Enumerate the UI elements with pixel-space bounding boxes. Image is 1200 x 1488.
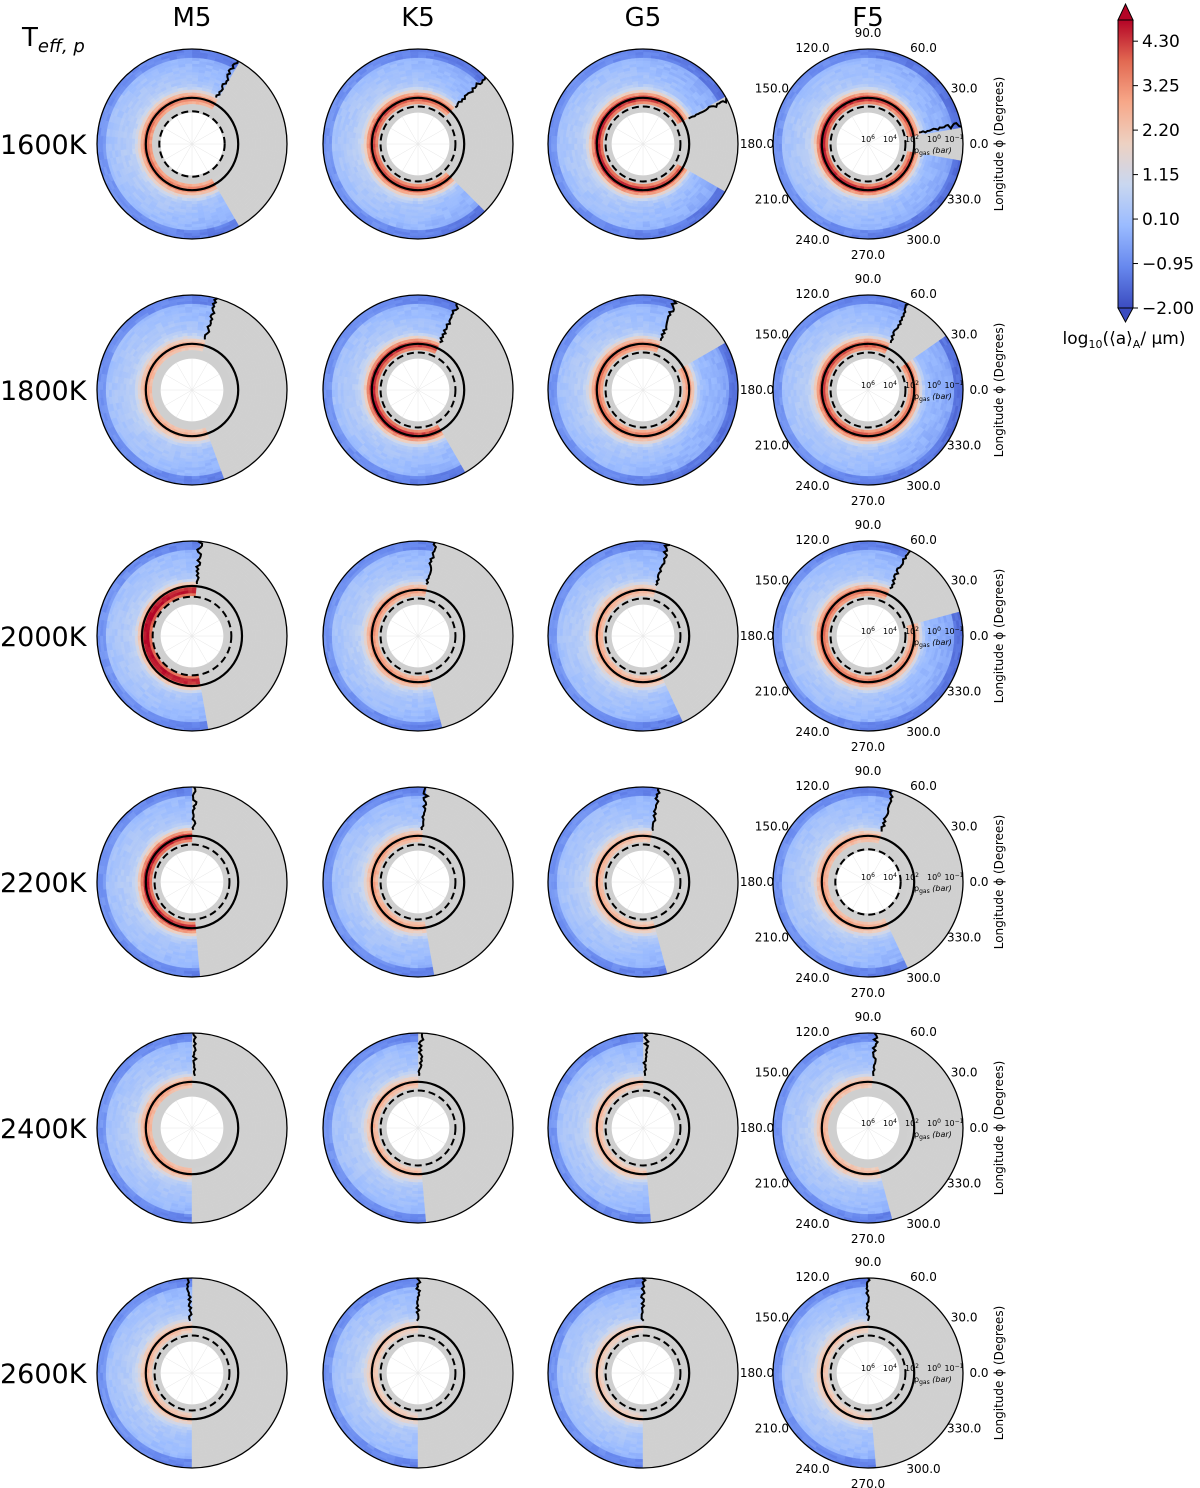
contour-cell — [192, 90, 197, 93]
contour-cell — [187, 87, 192, 90]
contour-cell — [117, 137, 120, 144]
contour-cell — [252, 138, 255, 144]
contour-cell — [123, 144, 126, 150]
contour-cell — [185, 69, 192, 72]
contour-cell — [186, 75, 192, 78]
contour-cell — [186, 72, 192, 75]
contour-cell — [249, 139, 252, 144]
contour-cell — [109, 137, 112, 144]
contour-cell — [103, 144, 106, 152]
contour-cell — [114, 144, 117, 151]
column-label: K5 — [401, 3, 435, 33]
contour-cell — [258, 138, 261, 144]
contour-cell — [192, 55, 200, 58]
row-label: 2200K — [0, 868, 88, 899]
contour-cell — [117, 144, 120, 151]
contour-cell — [114, 137, 117, 144]
contour-cell — [232, 140, 235, 144]
row-headers: Teff, p 1600K 1800K 2000K 2200K 2400K 2600K — [0, 23, 88, 1390]
polar-contour-figure: M5 K5 G5 F5 Teff, p1600K1800K2000K2200K2400… — [0, 0, 1200, 1488]
contour-cell — [100, 136, 103, 144]
row-axis-label: Teff, p — [21, 23, 85, 57]
contour-cell — [103, 136, 106, 144]
contour-cell — [184, 58, 192, 61]
contour-cell — [264, 137, 267, 144]
contour-cell — [111, 144, 114, 151]
panel-grid: 0.030.060.090.0120.0150.0180.0210.0240.0… — [97, 26, 1006, 1488]
column-label: M5 — [173, 3, 212, 33]
contour-cell — [187, 84, 192, 87]
contour-cell — [192, 101, 196, 104]
contour-cell — [109, 144, 112, 151]
contour-cell — [192, 52, 200, 55]
contour-cell — [185, 61, 192, 64]
contour-cell — [184, 52, 192, 55]
contour-cell — [261, 138, 264, 144]
contour-cell — [192, 87, 197, 90]
column-headers: M5 K5 G5 F5 — [173, 3, 884, 33]
contour-cell — [192, 78, 198, 81]
contour-cell — [140, 140, 143, 144]
contour-cell — [186, 81, 192, 84]
contour-cell — [269, 137, 272, 144]
row-label: 1800K — [0, 376, 88, 407]
contour-cell — [138, 139, 141, 144]
contour-cell — [120, 144, 123, 150]
row-label: 2400K — [0, 1114, 88, 1145]
contour-cell — [184, 55, 192, 58]
contour-cell — [278, 136, 281, 144]
contour-cell — [188, 101, 192, 104]
column-label: G5 — [625, 3, 662, 33]
contour-cell — [138, 144, 141, 149]
contour-cell — [140, 144, 143, 148]
contour-cell — [100, 144, 103, 152]
contour-cell — [129, 138, 132, 144]
contour-cell — [192, 69, 199, 72]
contour-cell — [255, 138, 258, 144]
contour-cell — [192, 92, 196, 95]
contour-cell — [106, 144, 109, 152]
contour-cell — [192, 58, 200, 61]
contour-cell — [281, 136, 284, 144]
contour-cell — [120, 138, 123, 144]
contour-cell — [149, 144, 152, 148]
contour-cell — [192, 66, 199, 69]
contour-cell — [126, 144, 129, 150]
contour-cell — [187, 90, 192, 93]
contour-cell — [135, 144, 138, 149]
contour-cell — [192, 75, 198, 78]
contour-cell — [188, 92, 192, 95]
contour-cell — [192, 72, 198, 75]
polar-panel — [97, 49, 287, 239]
contour-cell — [126, 138, 129, 144]
contour-cell — [129, 144, 132, 150]
contour-cell — [241, 140, 244, 144]
contour-cell — [186, 78, 192, 81]
contour-cell — [132, 144, 135, 149]
contour-cell — [192, 81, 198, 84]
contour-cell — [106, 136, 109, 144]
contour-cell — [149, 140, 152, 144]
contour-cell — [185, 63, 192, 66]
contour-cell — [192, 63, 199, 66]
contour-cell — [192, 61, 199, 64]
contour-cell — [275, 136, 278, 144]
contour-cell — [192, 84, 197, 87]
contour-cell — [132, 139, 135, 144]
contour-cell — [135, 139, 138, 144]
row-label: 1600K — [0, 130, 88, 161]
contour-cell — [123, 138, 126, 144]
contour-cell — [246, 139, 249, 144]
row-label: 2000K — [0, 622, 88, 653]
contour-cell — [266, 137, 269, 144]
contour-cell — [243, 139, 246, 144]
contour-cell — [111, 137, 114, 144]
contour-cell — [272, 137, 275, 144]
contour-cell — [185, 66, 192, 69]
row-label: 2600K — [0, 1359, 88, 1390]
